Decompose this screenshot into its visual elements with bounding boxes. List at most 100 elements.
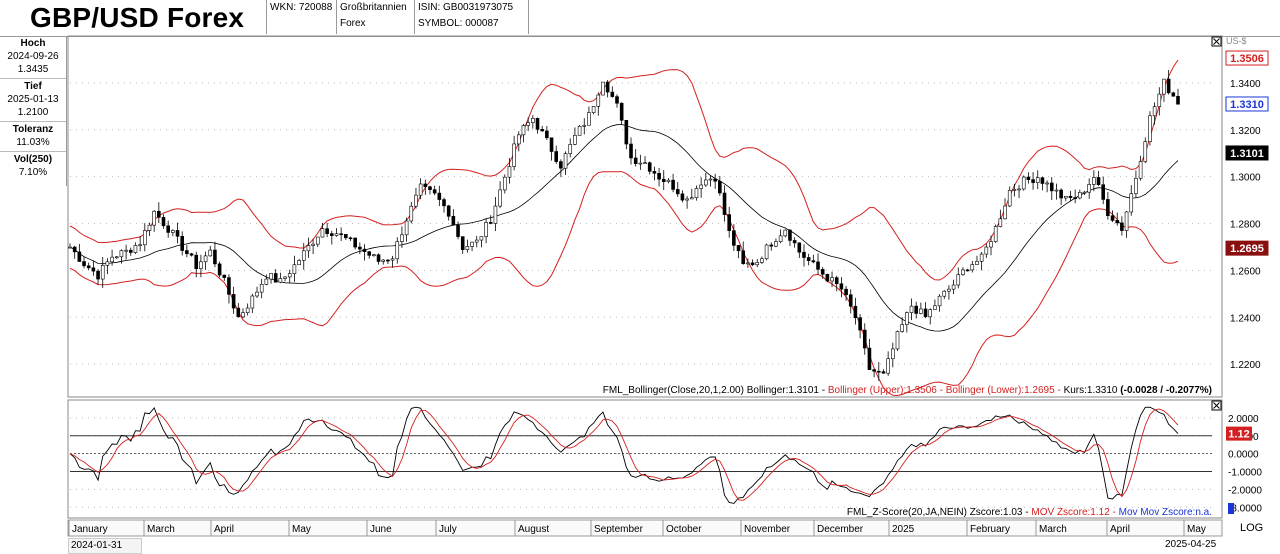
candle bbox=[297, 258, 301, 266]
candle bbox=[386, 259, 390, 264]
log-toggle[interactable]: LOG bbox=[1240, 522, 1264, 534]
candle bbox=[694, 185, 699, 201]
candle bbox=[428, 185, 432, 195]
candle bbox=[806, 253, 811, 266]
candle bbox=[133, 242, 138, 255]
main-y-tick-label: 1.2200 bbox=[1230, 360, 1261, 371]
candle bbox=[933, 299, 937, 310]
candle bbox=[1101, 176, 1105, 205]
candle bbox=[549, 137, 554, 161]
main-close-icon[interactable] bbox=[1211, 36, 1222, 47]
candle bbox=[442, 197, 446, 213]
sub-close-icon[interactable] bbox=[1211, 400, 1222, 411]
main-y-tick-label: 1.3200 bbox=[1230, 126, 1261, 137]
candle bbox=[839, 277, 844, 298]
candle bbox=[830, 271, 834, 288]
candle bbox=[77, 243, 82, 262]
candle bbox=[666, 178, 671, 184]
candle bbox=[919, 302, 923, 315]
candle bbox=[1078, 189, 1082, 200]
month-label: January bbox=[72, 524, 108, 535]
candle bbox=[629, 137, 633, 165]
month-label: March bbox=[147, 524, 175, 535]
candle bbox=[105, 258, 110, 275]
main-y-tick-label: 1.2600 bbox=[1230, 266, 1261, 277]
type-label: Forex bbox=[340, 18, 366, 29]
candle bbox=[937, 294, 942, 312]
candle bbox=[704, 172, 708, 187]
main-y-tick-label: 1.2400 bbox=[1230, 313, 1261, 324]
candle bbox=[157, 202, 161, 224]
candle bbox=[124, 244, 128, 260]
candle bbox=[736, 244, 741, 259]
candle bbox=[217, 261, 222, 278]
candle bbox=[1049, 177, 1054, 200]
candle bbox=[1143, 137, 1148, 164]
candle bbox=[876, 362, 881, 381]
candle bbox=[264, 274, 269, 286]
candle bbox=[292, 255, 297, 282]
candle bbox=[484, 218, 488, 244]
candle bbox=[1087, 178, 1091, 199]
sub-panel-frame bbox=[67, 399, 1223, 519]
candle bbox=[376, 253, 381, 265]
svg-text:1.3310: 1.3310 bbox=[1230, 99, 1264, 111]
month-label: 2025 bbox=[892, 524, 915, 535]
price-tag-red: 1.3506 bbox=[1225, 50, 1269, 66]
candle bbox=[353, 237, 357, 250]
candle bbox=[858, 313, 862, 339]
bollinger-upper-line bbox=[69, 59, 1179, 281]
candle bbox=[91, 260, 96, 276]
svg-text:1.2695: 1.2695 bbox=[1230, 243, 1264, 255]
header-bar: GBP/USD Forex WKN: 720088 Großbritannien… bbox=[0, 0, 1280, 37]
candle bbox=[334, 228, 339, 237]
candle bbox=[119, 249, 124, 264]
tief-date: 2025-01-13 bbox=[7, 94, 59, 105]
candle bbox=[965, 268, 970, 272]
candle bbox=[1054, 183, 1059, 200]
candle bbox=[891, 342, 895, 368]
candle bbox=[1012, 183, 1017, 197]
candle bbox=[1035, 170, 1040, 190]
candle bbox=[1166, 69, 1171, 95]
month-label: May bbox=[1187, 524, 1206, 535]
candle bbox=[362, 244, 367, 261]
country-cell: Großbritannien Forex bbox=[336, 0, 416, 34]
candle bbox=[502, 174, 507, 194]
sub-y-tick-label: 0.0000 bbox=[1228, 450, 1259, 461]
start-date: 2024-01-31 bbox=[68, 538, 142, 554]
candle bbox=[886, 351, 890, 376]
month-label: July bbox=[439, 524, 457, 535]
candle bbox=[381, 258, 386, 265]
candle bbox=[82, 256, 86, 269]
candle bbox=[718, 175, 722, 196]
candle bbox=[1068, 190, 1073, 201]
candle bbox=[446, 204, 451, 221]
candle bbox=[521, 123, 526, 143]
candle bbox=[372, 253, 376, 257]
candle bbox=[423, 179, 428, 195]
candle bbox=[998, 209, 1003, 228]
candle bbox=[325, 222, 329, 238]
end-date: 2025-04-25 bbox=[1165, 539, 1217, 550]
candle bbox=[732, 224, 736, 251]
candle bbox=[741, 241, 746, 265]
candle bbox=[1031, 172, 1035, 190]
candle bbox=[1138, 155, 1143, 181]
candle bbox=[727, 206, 731, 238]
zscore-line bbox=[69, 406, 1179, 504]
candle bbox=[675, 181, 680, 198]
candle bbox=[834, 275, 839, 292]
candle bbox=[596, 92, 601, 116]
candle bbox=[792, 237, 797, 248]
candle bbox=[1082, 190, 1087, 196]
candle bbox=[746, 258, 750, 268]
symbol-label: SYMBOL: 000087 bbox=[418, 18, 499, 29]
candle bbox=[961, 267, 965, 276]
candle bbox=[713, 173, 717, 189]
candle bbox=[320, 222, 325, 238]
bollinger-lower-line bbox=[69, 171, 1179, 397]
country-label: Großbritannien bbox=[340, 2, 407, 13]
sub-y-tick-label: -3.0000 bbox=[1228, 503, 1262, 514]
